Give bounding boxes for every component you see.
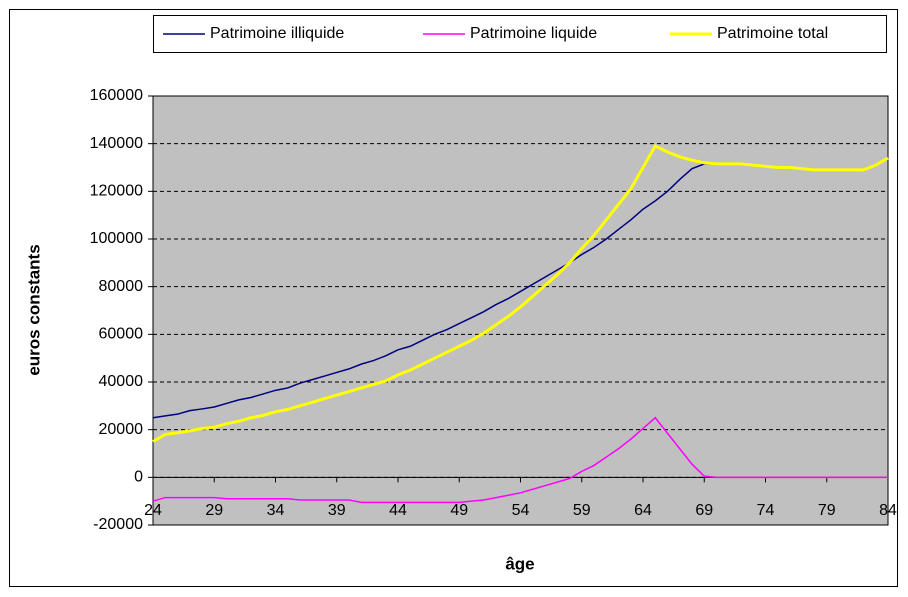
plot-area <box>152 95 889 526</box>
y-tick-label: 80000 <box>99 278 144 295</box>
y-axis-title: euros constants <box>24 244 43 375</box>
series-line <box>152 416 888 504</box>
legend-label: Patrimoine liquide <box>470 25 597 42</box>
x-tick-label: 34 <box>267 502 285 519</box>
y-tick-label: -20000 <box>93 516 143 533</box>
y-tick-label: 20000 <box>99 421 144 438</box>
series-line <box>152 144 889 443</box>
x-tick-label: 79 <box>818 502 836 519</box>
y-tick-label: 160000 <box>90 87 143 104</box>
x-tick-label: 24 <box>144 502 162 519</box>
x-tick-label: 84 <box>879 502 897 519</box>
x-tick-label: 54 <box>512 502 530 519</box>
x-tick-label: 74 <box>757 502 775 519</box>
y-tick-label: 60000 <box>99 326 144 343</box>
x-tick-label: 39 <box>328 502 346 519</box>
x-tick-label: 29 <box>205 502 223 519</box>
y-tick-label: 40000 <box>99 373 144 390</box>
x-tick-label: 59 <box>573 502 591 519</box>
y-tick-label: 0 <box>134 469 143 486</box>
legend <box>153 15 887 53</box>
y-tick-label: 100000 <box>90 230 143 247</box>
legend-label: Patrimoine illiquide <box>210 25 344 42</box>
x-tick-label: 69 <box>695 502 713 519</box>
x-tick-label: 49 <box>450 502 468 519</box>
legend-label: Patrimoine total <box>717 25 828 42</box>
x-axis-title: âge <box>505 554 534 573</box>
x-tick-label: 44 <box>389 502 407 519</box>
x-tick-label: 64 <box>634 502 652 519</box>
y-tick-label: 140000 <box>90 135 143 152</box>
y-tick-label: 120000 <box>90 183 143 200</box>
